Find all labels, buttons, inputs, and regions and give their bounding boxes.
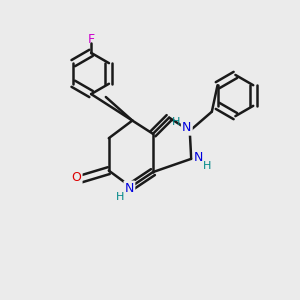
Text: O: O bbox=[71, 172, 81, 184]
Text: N: N bbox=[182, 122, 191, 134]
Text: H: H bbox=[172, 117, 181, 127]
Text: N: N bbox=[125, 182, 134, 195]
Text: H: H bbox=[116, 192, 125, 202]
Text: F: F bbox=[88, 33, 95, 46]
Text: H: H bbox=[203, 161, 212, 171]
Text: N: N bbox=[194, 151, 203, 164]
